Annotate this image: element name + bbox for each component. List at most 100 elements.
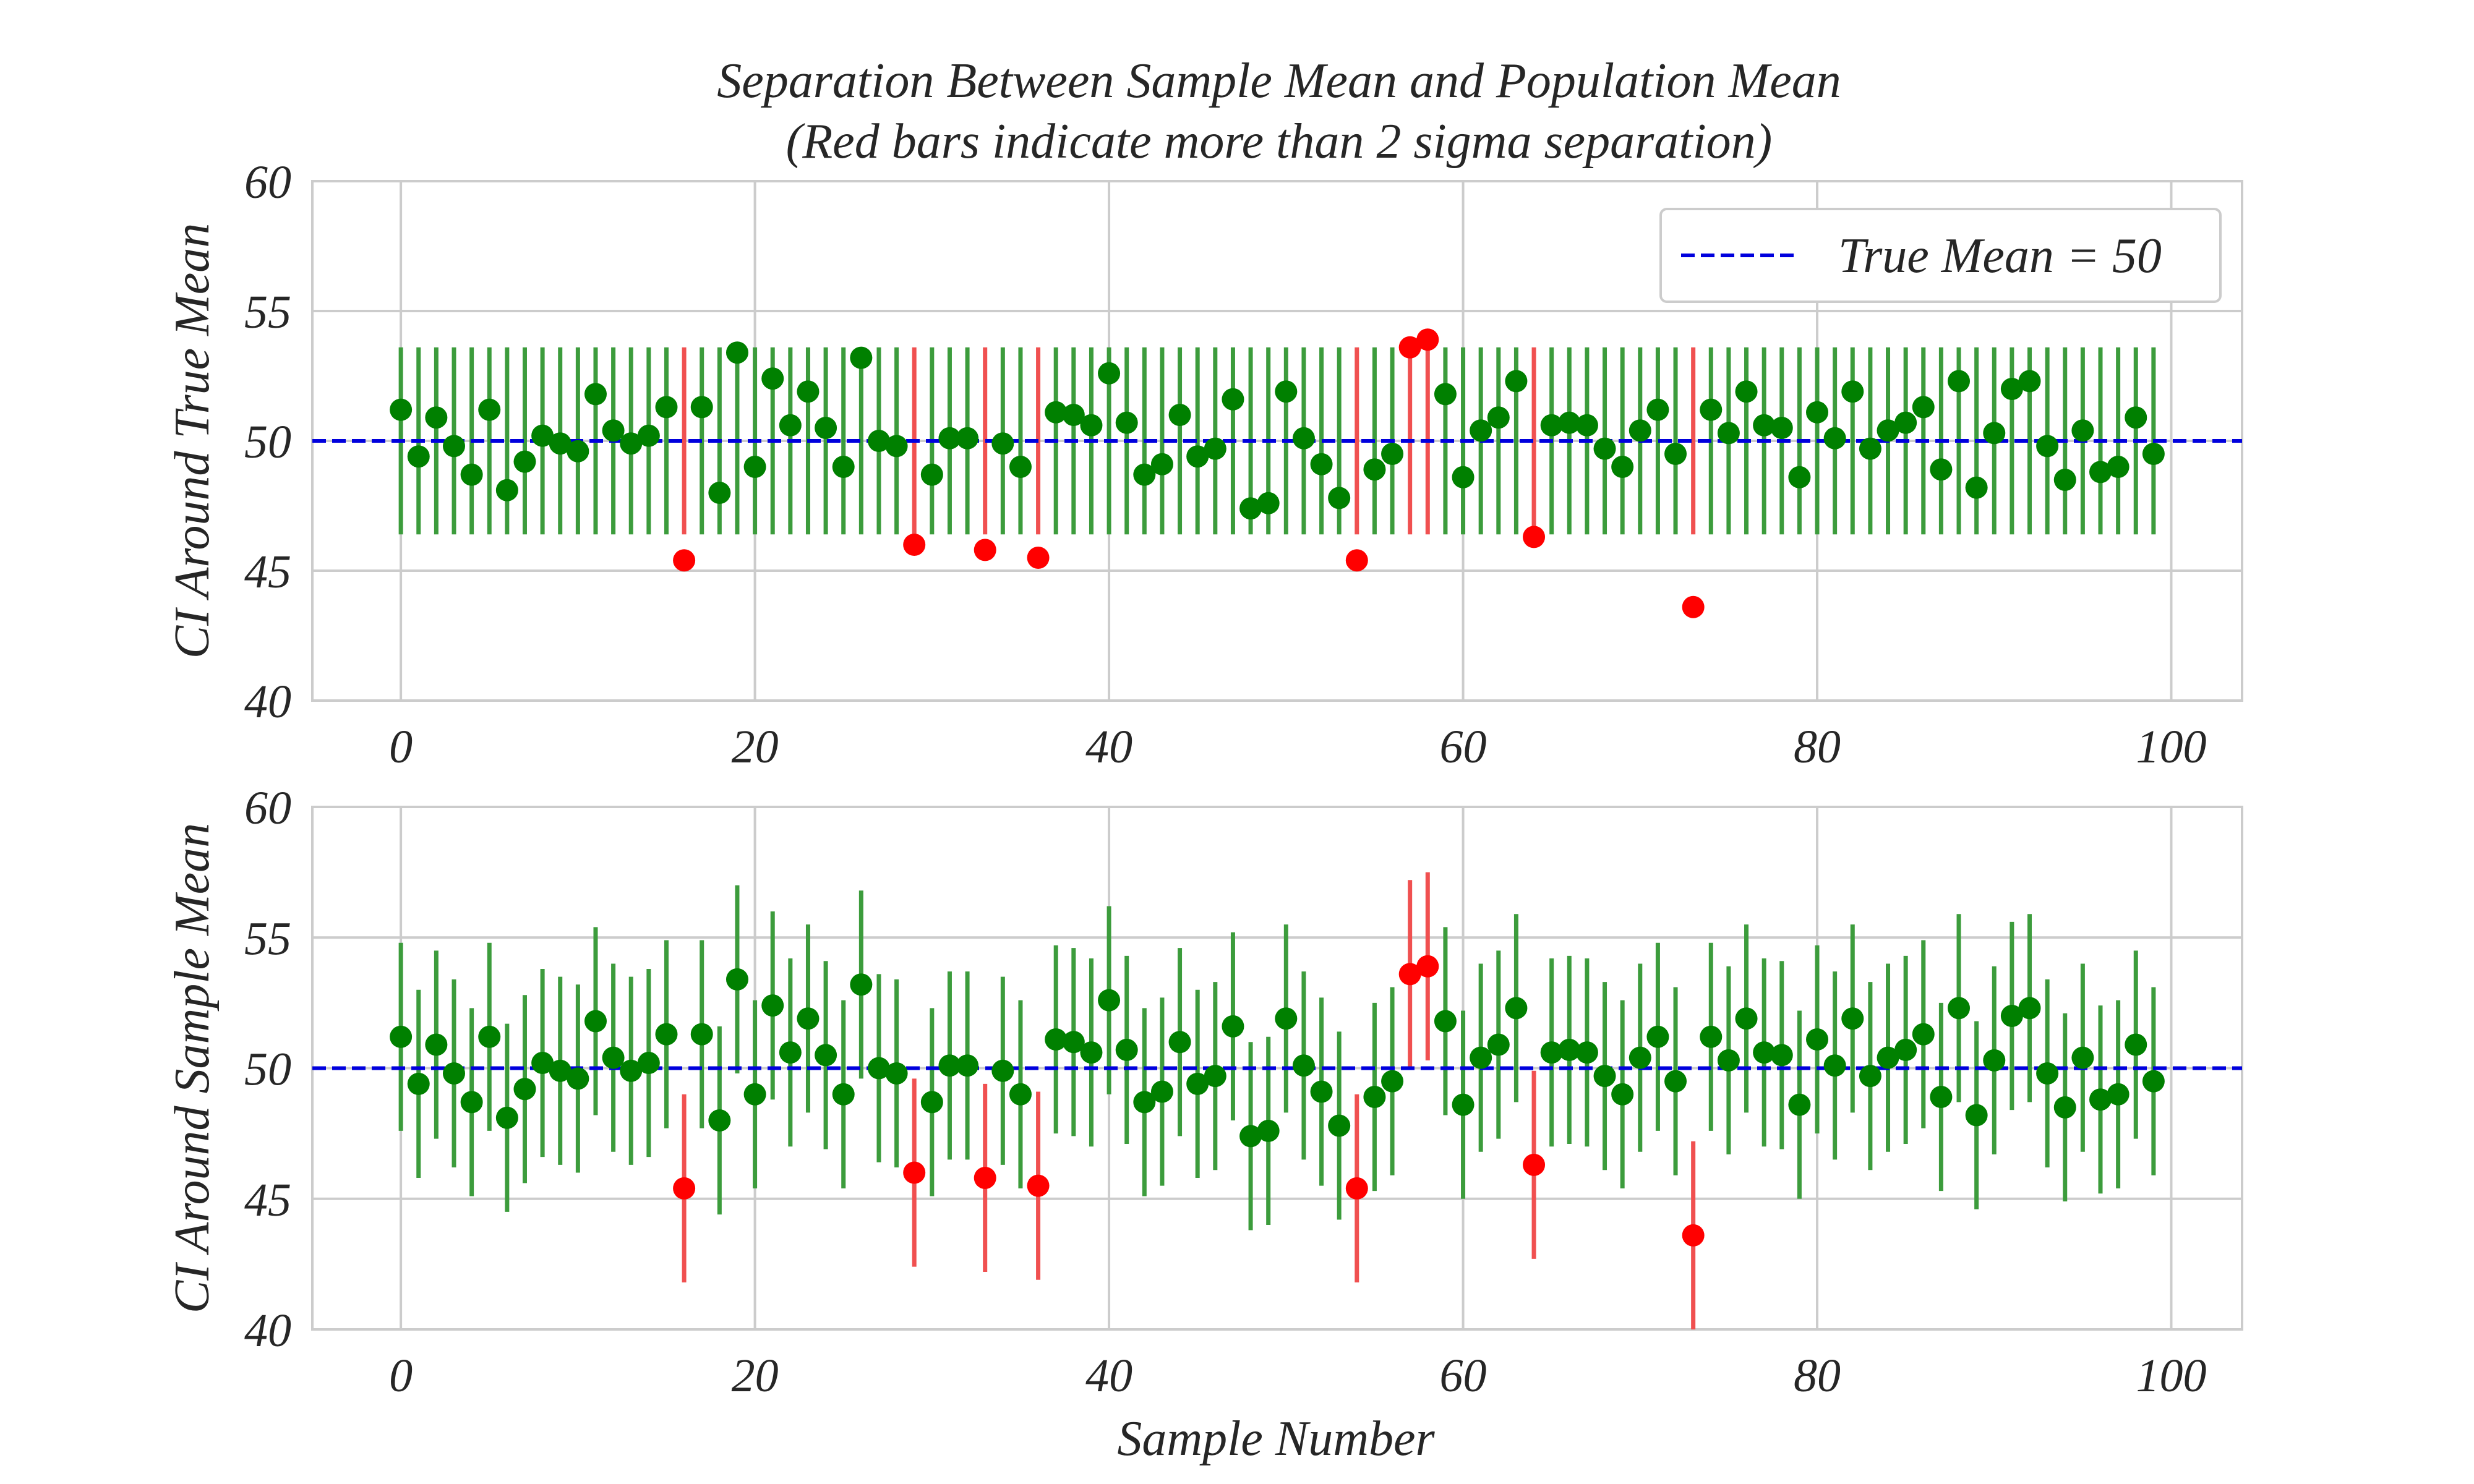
data-point	[1133, 1091, 1156, 1114]
data-point	[2018, 997, 2041, 1020]
data-point	[1239, 1125, 1262, 1148]
data-point	[2053, 1096, 2076, 1119]
data-point	[1948, 997, 1971, 1020]
x-tick-label: 60	[1440, 1350, 1487, 1402]
data-point	[726, 968, 748, 991]
data-point	[1115, 1038, 1138, 1061]
data-point	[815, 1044, 837, 1067]
data-point	[1629, 419, 1651, 442]
y-tick-label: 50	[244, 416, 291, 468]
data-point	[1735, 1007, 1758, 1030]
data-point	[1310, 453, 1333, 475]
x-tick-label: 100	[2136, 1350, 2207, 1402]
y-axis-label: CI Around True Mean	[165, 223, 220, 659]
data-point	[2036, 1062, 2059, 1085]
data-point	[1770, 1044, 1793, 1067]
data-point	[761, 367, 784, 390]
data-point	[1310, 1080, 1333, 1103]
data-point	[1045, 401, 1068, 424]
data-point	[1434, 1010, 1457, 1033]
data-point	[1700, 398, 1723, 421]
data-point	[2107, 1083, 2129, 1106]
data-point	[637, 1052, 660, 1075]
data-point	[1983, 1049, 2006, 1072]
data-point	[1328, 487, 1351, 510]
data-point	[442, 1062, 465, 1085]
data-point	[1823, 1054, 1846, 1077]
data-point	[1168, 404, 1191, 426]
data-point	[761, 994, 784, 1017]
data-point	[1877, 1046, 1899, 1069]
y-tick-label: 40	[244, 676, 291, 728]
data-point	[1487, 406, 1510, 429]
data-point	[1894, 1038, 1917, 1061]
legend: True Mean = 50	[1659, 208, 2222, 303]
data-point	[1292, 427, 1315, 450]
data-point-outside	[673, 549, 696, 572]
data-point	[2053, 469, 2076, 491]
data-point-outside	[1682, 595, 1705, 618]
data-point	[1080, 414, 1103, 437]
data-point	[1505, 997, 1528, 1020]
data-point	[1806, 1028, 1829, 1051]
data-point	[797, 1007, 820, 1030]
data-point	[2018, 370, 2041, 393]
x-tick-label: 100	[2136, 721, 2207, 773]
chart-subtitle: (Red bars indicate more than 2 sigma sep…	[786, 114, 1773, 169]
data-point	[1080, 1041, 1103, 1064]
data-point	[425, 406, 448, 429]
data-point-outside	[1682, 1224, 1705, 1247]
data-point	[1593, 437, 1616, 460]
legend-box	[1659, 208, 2222, 303]
data-point	[495, 1106, 518, 1129]
data-point	[1859, 1065, 1881, 1088]
data-point	[850, 346, 873, 369]
data-point	[1168, 1031, 1191, 1054]
data-point	[1912, 1023, 1935, 1046]
data-point-outside	[903, 1161, 926, 1184]
data-point	[1275, 380, 1298, 403]
chart-title: Separation Between Sample Mean and Popul…	[717, 54, 1841, 108]
data-point	[815, 417, 837, 439]
y-tick-label: 55	[244, 286, 291, 338]
data-point	[1664, 443, 1687, 465]
data-point	[2142, 443, 2165, 465]
data-point	[1328, 1114, 1351, 1137]
data-point	[1841, 380, 1864, 403]
y-tick-label: 55	[244, 913, 291, 965]
data-point	[867, 1057, 890, 1080]
x-tick-label: 80	[1794, 1350, 1841, 1402]
data-point	[885, 435, 908, 458]
data-point	[407, 1072, 430, 1095]
data-point	[1983, 422, 2006, 445]
data-point-outside	[974, 539, 996, 561]
data-point	[2125, 1033, 2147, 1056]
data-point	[567, 1067, 589, 1090]
data-point	[797, 380, 820, 403]
data-point	[478, 398, 501, 421]
data-point	[425, 1033, 448, 1056]
data-point	[1540, 1041, 1563, 1064]
data-point-outside	[1523, 526, 1546, 548]
data-point	[743, 1083, 766, 1106]
data-point	[1593, 1065, 1616, 1088]
data-point	[938, 1054, 961, 1077]
data-point	[1452, 466, 1475, 488]
data-point	[1823, 427, 1846, 450]
data-point	[1098, 362, 1121, 385]
data-point	[726, 341, 748, 364]
data-point	[1965, 1104, 1988, 1127]
data-point	[1452, 1093, 1475, 1116]
data-point	[1470, 1046, 1492, 1069]
data-point	[602, 419, 625, 442]
data-point-outside	[673, 1177, 696, 1200]
data-point	[549, 432, 571, 455]
data-point	[2000, 378, 2023, 400]
data-point	[1186, 445, 1209, 468]
data-point	[655, 1023, 678, 1046]
data-point	[1646, 398, 1669, 421]
data-point-outside	[1523, 1153, 1546, 1176]
data-point	[1717, 1049, 1740, 1072]
